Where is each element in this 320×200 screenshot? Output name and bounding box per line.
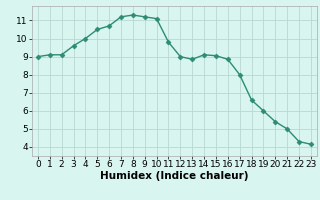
X-axis label: Humidex (Indice chaleur): Humidex (Indice chaleur) (100, 171, 249, 181)
